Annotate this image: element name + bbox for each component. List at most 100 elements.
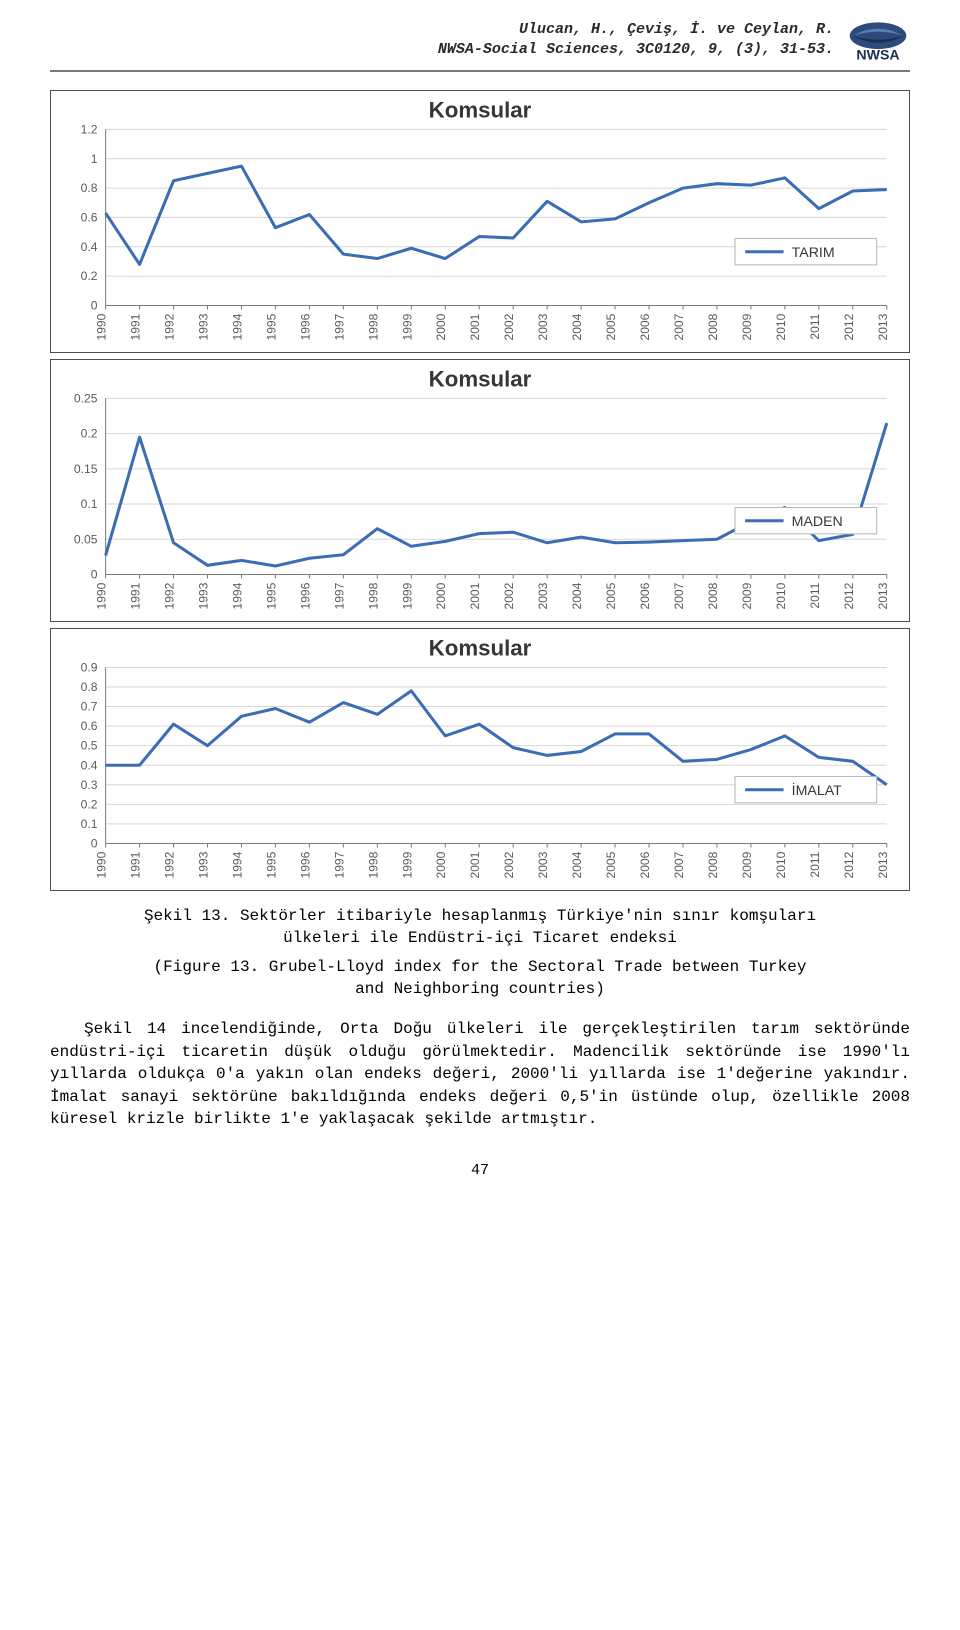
caption-en-line1: (Figure 13. Grubel-Lloyd index for the S… <box>154 958 807 976</box>
data-line <box>106 691 887 785</box>
x-tick-label: 2005 <box>604 313 618 340</box>
y-tick-label: 0.9 <box>81 660 98 674</box>
x-tick-label: 2010 <box>774 582 788 609</box>
y-tick-label: 0.2 <box>81 797 98 811</box>
x-tick-label: 2010 <box>774 313 788 340</box>
line-chart-maden: Komsular00.050.10.150.20.251990199119921… <box>55 364 905 617</box>
chart-title: Komsular <box>429 97 532 122</box>
y-tick-label: 0.25 <box>74 391 98 405</box>
x-tick-label: 1999 <box>400 582 414 609</box>
chart-frame-tarim: Komsular00.20.40.60.811.2199019911992199… <box>50 90 910 353</box>
x-tick-label: 2009 <box>740 851 754 878</box>
x-tick-label: 2011 <box>808 851 822 877</box>
x-tick-label: 1994 <box>230 582 244 609</box>
x-tick-label: 2005 <box>604 851 618 878</box>
caption-tr-line1: Şekil 13. Sektörler itibariyle hesaplanm… <box>144 907 816 925</box>
x-tick-label: 2013 <box>876 582 890 609</box>
header-text-block: Ulucan, H., Çeviş, İ. ve Ceylan, R. NWSA… <box>438 20 834 61</box>
x-tick-label: 2012 <box>842 313 856 340</box>
y-tick-label: 1 <box>91 152 98 166</box>
x-tick-label: 2013 <box>876 851 890 878</box>
y-tick-label: 0 <box>91 567 98 581</box>
x-tick-label: 1993 <box>196 582 210 609</box>
x-tick-label: 2007 <box>672 313 686 340</box>
y-tick-label: 0.1 <box>81 497 98 511</box>
x-tick-label: 2000 <box>434 851 448 878</box>
x-tick-label: 2007 <box>672 851 686 878</box>
x-tick-label: 1993 <box>196 851 210 878</box>
x-tick-label: 2006 <box>638 313 652 340</box>
x-tick-label: 1990 <box>95 313 109 340</box>
x-tick-label: 1990 <box>95 582 109 609</box>
x-tick-label: 1993 <box>196 313 210 340</box>
x-tick-label: 1995 <box>264 313 278 340</box>
y-tick-label: 0.15 <box>74 462 98 476</box>
x-tick-label: 1992 <box>163 851 177 878</box>
legend-label: TARIM <box>792 245 835 261</box>
y-tick-label: 0.1 <box>81 817 98 831</box>
x-tick-label: 2012 <box>842 582 856 609</box>
page-number: 47 <box>50 1162 910 1179</box>
line-chart-imalat: Komsular00.10.20.30.40.50.60.70.80.91990… <box>55 633 905 886</box>
x-tick-label: 1991 <box>129 582 143 609</box>
x-tick-label: 2011 <box>808 313 822 339</box>
svg-text:NWSA: NWSA <box>856 46 899 62</box>
journal-line: NWSA-Social Sciences, 3C0120, 9, (3), 31… <box>438 40 834 60</box>
x-tick-label: 1998 <box>366 851 380 878</box>
x-tick-label: 2008 <box>706 582 720 609</box>
x-tick-label: 1996 <box>298 851 312 878</box>
chart-title: Komsular <box>429 366 532 391</box>
x-tick-label: 1999 <box>400 851 414 878</box>
x-tick-label: 2002 <box>502 313 516 340</box>
x-tick-label: 2008 <box>706 851 720 878</box>
x-tick-label: 1995 <box>264 582 278 609</box>
y-tick-label: 0.6 <box>81 719 98 733</box>
x-tick-label: 2008 <box>706 313 720 340</box>
legend-label: MADEN <box>792 514 843 530</box>
x-tick-label: 1996 <box>298 582 312 609</box>
x-tick-label: 2002 <box>502 582 516 609</box>
x-tick-label: 2001 <box>468 582 482 609</box>
figure-caption-en: (Figure 13. Grubel-Lloyd index for the S… <box>50 956 910 1001</box>
x-tick-label: 2013 <box>876 313 890 340</box>
chart-frame-imalat: Komsular00.10.20.30.40.50.60.70.80.91990… <box>50 628 910 891</box>
y-tick-label: 0.5 <box>81 739 98 753</box>
y-tick-label: 0.8 <box>81 181 98 195</box>
x-tick-label: 1995 <box>264 851 278 878</box>
x-tick-label: 2001 <box>468 313 482 340</box>
x-tick-label: 2004 <box>570 582 584 609</box>
data-line <box>106 423 887 566</box>
x-tick-label: 1991 <box>129 313 143 340</box>
x-tick-label: 2001 <box>468 851 482 878</box>
authors-line: Ulucan, H., Çeviş, İ. ve Ceylan, R. <box>438 20 834 40</box>
x-tick-label: 1997 <box>332 851 346 878</box>
body-paragraph: Şekil 14 incelendiğinde, Orta Doğu ülkel… <box>50 1018 910 1130</box>
y-tick-label: 0.4 <box>81 758 98 772</box>
x-tick-label: 2003 <box>536 851 550 878</box>
x-tick-label: 2003 <box>536 313 550 340</box>
x-tick-label: 2006 <box>638 851 652 878</box>
y-tick-label: 0.8 <box>81 680 98 694</box>
y-tick-label: 1.2 <box>81 122 98 136</box>
x-tick-label: 1996 <box>298 313 312 340</box>
x-tick-label: 1998 <box>366 313 380 340</box>
y-tick-label: 0.05 <box>74 532 98 546</box>
chart-title: Komsular <box>429 635 532 660</box>
x-tick-label: 2006 <box>638 582 652 609</box>
caption-tr-line2: ülkeleri ile Endüstri-içi Ticaret endeks… <box>283 929 677 947</box>
x-tick-label: 2011 <box>808 582 822 608</box>
x-tick-label: 1997 <box>332 582 346 609</box>
chart-frame-maden: Komsular00.050.10.150.20.251990199119921… <box>50 359 910 622</box>
caption-en-line2: and Neighboring countries) <box>355 980 605 998</box>
x-tick-label: 2003 <box>536 582 550 609</box>
y-tick-label: 0 <box>91 299 98 313</box>
y-tick-label: 0.4 <box>81 240 98 254</box>
x-tick-label: 2009 <box>740 582 754 609</box>
x-tick-label: 2010 <box>774 851 788 878</box>
line-chart-tarim: Komsular00.20.40.60.811.2199019911992199… <box>55 95 905 348</box>
x-tick-label: 1990 <box>95 851 109 878</box>
y-tick-label: 0.2 <box>81 269 98 283</box>
nwsa-logo-icon: NWSA <box>846 20 910 64</box>
x-tick-label: 2007 <box>672 582 686 609</box>
x-tick-label: 1998 <box>366 582 380 609</box>
